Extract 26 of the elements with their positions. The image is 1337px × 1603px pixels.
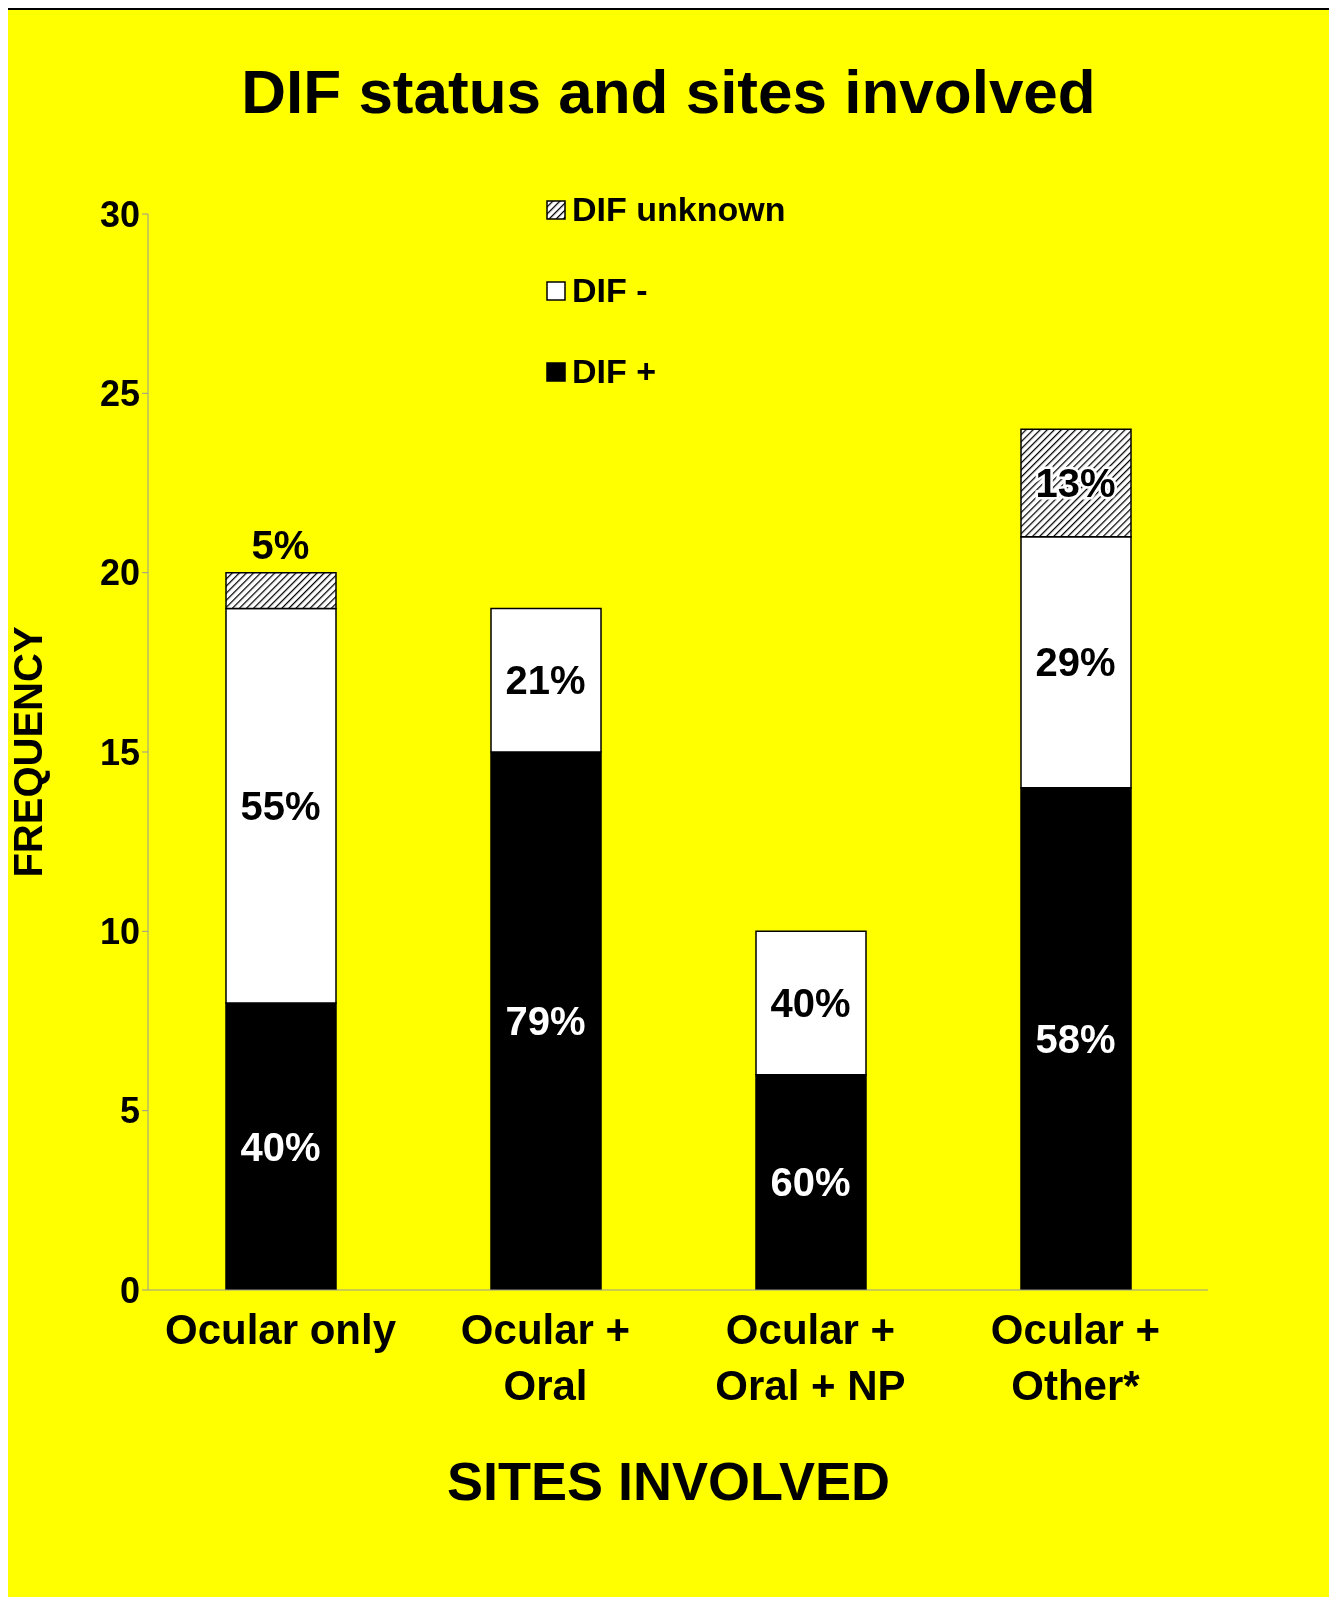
y-tick-label: 25	[99, 373, 140, 415]
annotation: 21%	[505, 658, 586, 703]
annotation: 60%	[770, 1160, 851, 1205]
x-axis-title: SITES INVOLVED	[445, 1450, 892, 1512]
y-tick-label: 0	[119, 1269, 140, 1311]
y-tick-label: 15	[99, 731, 140, 773]
annotation: 79%	[505, 999, 586, 1043]
y-tick-label: 5	[119, 1090, 140, 1132]
x-tick-label: Ocular + Oral	[460, 1306, 631, 1409]
legend-label: DIF -	[572, 271, 648, 310]
legend-label: DIF unknown	[572, 190, 786, 229]
annotation: 5%	[251, 522, 310, 567]
y-axis-title: FREQUENCY	[6, 626, 51, 878]
y-tick-label: 10	[99, 911, 140, 953]
annotation: 40%	[770, 981, 851, 1026]
annotation: 29%	[1035, 640, 1116, 685]
annotation: 40%	[240, 1124, 321, 1169]
y-tick-label: 30	[99, 193, 140, 235]
x-tick-label: Ocular + Oral + NP	[715, 1306, 906, 1409]
y-tick-label: 20	[99, 552, 140, 594]
x-tick-label: Ocular only	[164, 1306, 397, 1353]
annotation: 58%	[1035, 1016, 1116, 1061]
legend-label: DIF +	[572, 352, 657, 391]
annotation: 55%	[240, 783, 321, 828]
x-tick-label: Ocular + Other*	[990, 1306, 1161, 1409]
chart-title: DIF status and sites involved	[240, 56, 1097, 128]
